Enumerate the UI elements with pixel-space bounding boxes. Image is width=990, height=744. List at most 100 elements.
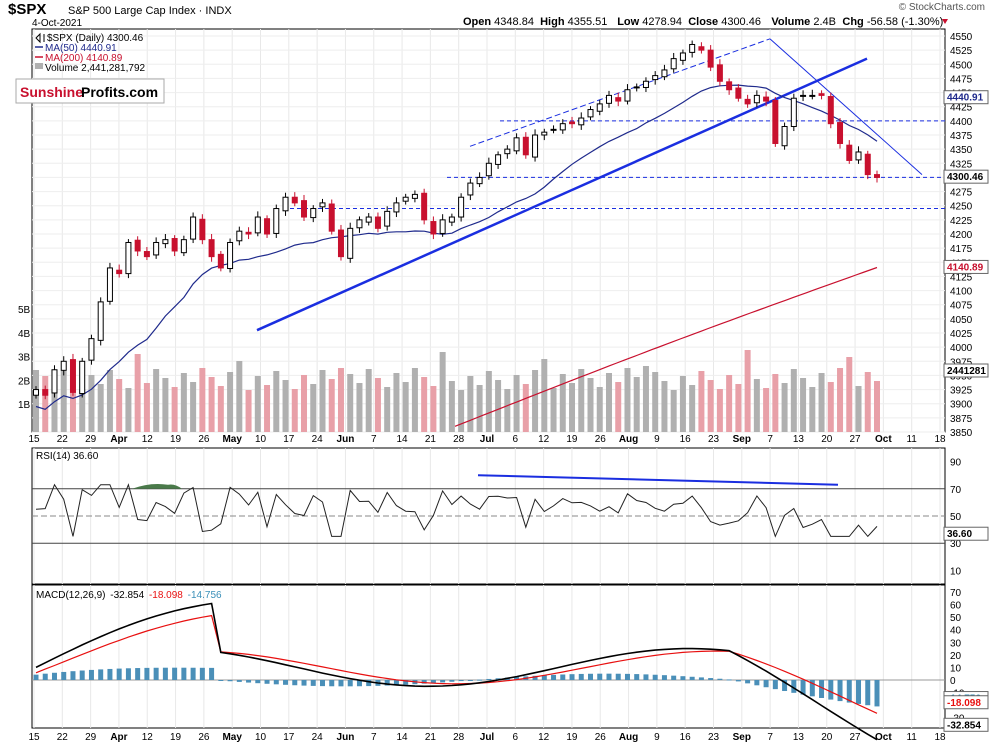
macd-hist-bar <box>190 667 196 680</box>
macd-hist-bar <box>246 680 252 683</box>
volume-bar <box>605 373 612 432</box>
candle-body <box>171 238 178 252</box>
volume-bar <box>208 377 215 432</box>
macd-hist-bar <box>292 680 298 686</box>
macd-hist-bar <box>218 680 224 681</box>
x-tick-label: 9 <box>654 434 660 445</box>
candle-legend-icon <box>35 32 45 44</box>
x-tick-label-bottom: 22 <box>57 732 69 743</box>
x-tick-label-bottom: Aug <box>619 732 638 743</box>
rsi-label: RSI(14) 36.60 <box>36 451 99 462</box>
candle-body <box>236 230 243 242</box>
x-tick-label: 29 <box>85 434 97 445</box>
macd-hist-bar <box>199 667 205 680</box>
macd-hist-bar <box>347 680 353 687</box>
x-tick-label-bottom: Oct <box>875 732 892 743</box>
x-tick-label-bottom: 12 <box>142 732 154 743</box>
ma50-tag-box <box>943 90 989 105</box>
volume-bar <box>430 386 437 432</box>
macd-line <box>35 602 878 741</box>
rsi-tick-label: 70 <box>950 485 962 496</box>
macd-hist-bar <box>329 680 335 687</box>
macd-hist-bar <box>88 669 94 680</box>
candle-body <box>42 389 49 396</box>
volume-bar <box>273 371 280 432</box>
macd-hist-value: -14.756 <box>188 590 222 601</box>
price-tick-label: 4250 <box>950 202 973 213</box>
macd-signal-tag: -18.098 <box>943 695 989 710</box>
candle-body <box>60 360 67 371</box>
candle-body <box>79 360 86 395</box>
macd-hist-bar <box>597 673 603 680</box>
x-tick-label-bottom: Apr <box>110 732 127 743</box>
sunshine-profits-logo: Sunshine Profits.com <box>15 78 165 104</box>
candle-body <box>365 216 372 223</box>
candle-body <box>347 227 354 259</box>
macd-hist-bar <box>486 678 492 680</box>
volume-bar <box>106 370 113 432</box>
volume-tag-box <box>943 363 989 378</box>
volume-bar <box>670 390 677 432</box>
candle-body <box>735 87 742 99</box>
candle-body <box>707 49 714 68</box>
volume-bar <box>559 374 566 432</box>
macd-value-tag: -32.854 <box>943 717 989 732</box>
price-tick-label: 4125 <box>950 272 973 283</box>
x-tick-label: 26 <box>595 434 607 445</box>
macd-hist-bar <box>828 680 834 700</box>
volume-bar <box>421 377 428 432</box>
volume-bar <box>264 385 271 432</box>
macd-hist-bar <box>772 680 778 690</box>
price-tick-label: 3925 <box>950 386 973 397</box>
candle-body <box>485 162 492 177</box>
macd-hist-bar <box>209 667 215 680</box>
ma200-tag-text: 4140.89 <box>947 262 984 273</box>
macd-hist-bar <box>708 678 714 680</box>
x-tick-label-bottom: Sep <box>733 732 751 743</box>
candle-body <box>439 219 446 234</box>
x-tick-label-bottom: 29 <box>85 732 97 743</box>
macd-hist-bar <box>717 678 723 680</box>
volume-bar <box>356 383 363 432</box>
macd-hist-bar <box>652 674 658 680</box>
x-tick-label-bottom: 10 <box>255 732 267 743</box>
volume-bar <box>744 350 751 432</box>
macd-hist-bar <box>606 673 612 680</box>
candle-body <box>153 241 160 256</box>
ohlc-readout: Open 4348.84 High 4355.51 Low 4278.94 Close… <box>463 16 948 28</box>
x-tick-label: 17 <box>283 434 295 445</box>
macd-name: MACD(12,26,9) <box>36 590 105 601</box>
macd-hist-bar <box>403 680 409 685</box>
volume-tick-label: 1B <box>18 400 31 411</box>
volume-bar <box>652 372 659 432</box>
candle-body <box>208 239 215 258</box>
candle-body <box>254 216 261 234</box>
volume-bar <box>33 370 39 432</box>
candle-body <box>337 229 344 258</box>
x-tick-label-bottom: 7 <box>371 732 377 743</box>
macd-tick-label: 20 <box>950 651 962 662</box>
volume-bar <box>827 382 834 432</box>
volume-bar <box>60 371 67 432</box>
macd-hist-bar <box>449 680 455 682</box>
volume-bar <box>753 379 760 432</box>
x-tick-label: 23 <box>708 434 720 445</box>
rsi-tag-box <box>943 526 989 541</box>
volume-bar <box>615 382 622 432</box>
macd-hist-bar <box>79 670 85 680</box>
x-tick-label: 22 <box>57 434 69 445</box>
macd-signal-line <box>35 614 878 714</box>
macd-hist-bar <box>236 680 242 682</box>
symbol-title: $SPX <box>8 1 46 18</box>
x-tick-label: 26 <box>198 434 210 445</box>
price-tick-label: 4050 <box>950 315 973 326</box>
rsi-tag: 36.60 <box>943 526 989 541</box>
candle-body <box>217 253 224 269</box>
candle-body <box>190 216 197 240</box>
price-tick-label: 4325 <box>950 159 973 170</box>
price-tick-label: 4400 <box>950 117 973 128</box>
svg-text:MACD(12,26,9) -32.854: MACD(12,26,9) -32.854 -18.098 -14.756 <box>36 590 222 601</box>
volume-bar <box>116 379 123 432</box>
x-tick-label-bottom: 19 <box>170 732 182 743</box>
x-tick-label-bottom: 12 <box>538 732 550 743</box>
